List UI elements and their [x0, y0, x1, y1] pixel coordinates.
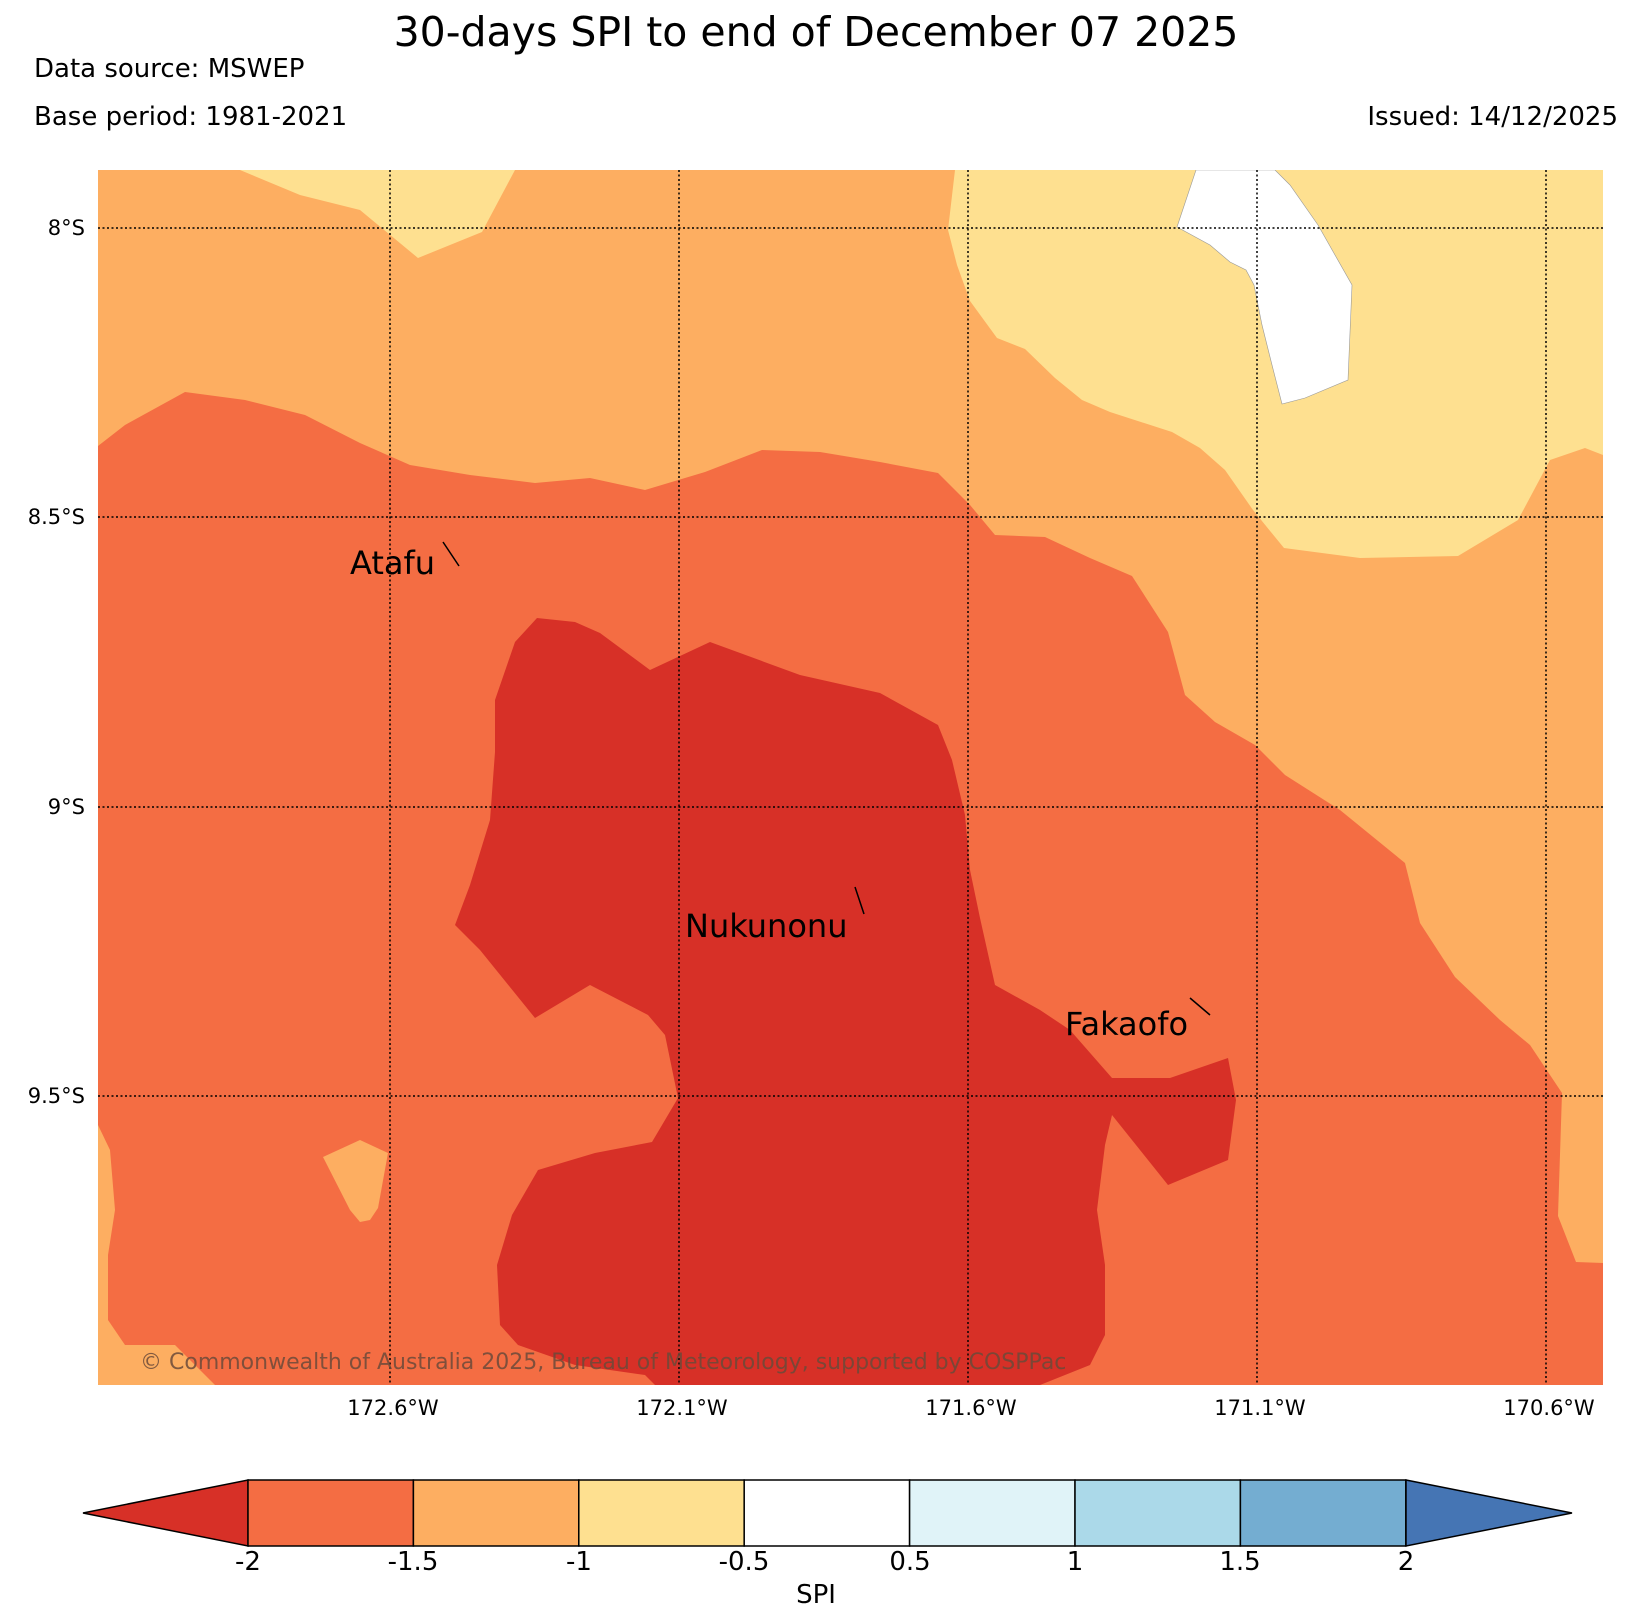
colorbar-segment-neg1.5-neg1	[412, 1479, 580, 1547]
colorbar-tick: 0.5	[889, 1547, 931, 1577]
data-source: Data source: MSWEP	[34, 54, 305, 84]
colorbar-extend-high	[1405, 1479, 1573, 1547]
colorbar-tick: 1	[1066, 1547, 1084, 1577]
copyright-notice: © Commonwealth of Australia 2025, Bureau…	[140, 1350, 1066, 1375]
base-period: Base period: 1981-2021	[34, 102, 348, 132]
colorbar	[82, 1479, 1573, 1547]
spi-contour-map	[98, 170, 1603, 1385]
lat-label: 8°S	[47, 216, 85, 240]
map-title: 30-days SPI to end of December 07 2025	[393, 8, 1239, 56]
fakaofo-marker	[1189, 997, 1211, 1016]
colorbar-extend-low	[82, 1479, 249, 1547]
lon-label: 170.6°W	[1503, 1396, 1595, 1420]
contour-band-below-neg2	[455, 618, 1236, 1385]
place-markers	[442, 541, 1211, 1016]
lat-label: 9°S	[47, 795, 85, 819]
colorbar-segment-neg1-neg0.5	[578, 1479, 745, 1547]
nukunonu-marker	[854, 886, 865, 915]
colorbar-tick: -2	[235, 1547, 261, 1577]
colorbar-tick: 1.5	[1219, 1547, 1261, 1577]
graticule	[98, 170, 1603, 1385]
atafu-marker	[442, 541, 460, 567]
colorbar-tick: -1	[566, 1547, 592, 1577]
lon-label: 171.1°W	[1214, 1396, 1306, 1420]
contour-band-neg1.5-neg1	[98, 1125, 215, 1385]
colorbar-tick: -0.5	[718, 1547, 770, 1577]
colorbar-segment-neg0.5-0.5	[743, 1479, 911, 1547]
lon-label: 172.1°W	[636, 1396, 728, 1420]
colorbar-tick: -1.5	[387, 1547, 439, 1577]
place-label-nukunonu: Nukunonu	[685, 907, 847, 945]
colorbar-segment-1-1.5	[1074, 1479, 1242, 1547]
place-label-fakaofo: Fakaofo	[1065, 1005, 1188, 1043]
lon-label: 172.6°W	[347, 1396, 439, 1420]
lat-label: 8.5°S	[27, 505, 85, 529]
lon-label: 171.6°W	[925, 1396, 1017, 1420]
colorbar-segment-neg2-neg1.5	[247, 1479, 415, 1547]
contour-band-neg1.5-neg1	[323, 1140, 388, 1222]
colorbar-tick: 2	[1397, 1547, 1415, 1577]
lat-label: 9.5°S	[27, 1084, 85, 1108]
issued-date: Issued: 14/12/2025	[1367, 102, 1618, 132]
place-label-atafu: Atafu	[350, 544, 435, 582]
contour-band-neg0.5-0.5	[1176, 170, 1353, 405]
colorbar-segment-1.5-2	[1239, 1479, 1407, 1547]
colorbar-label: SPI	[796, 1580, 836, 1610]
colorbar-segment-0.5-1	[908, 1479, 1076, 1547]
contour-band-neg1-neg0.5	[240, 170, 515, 258]
